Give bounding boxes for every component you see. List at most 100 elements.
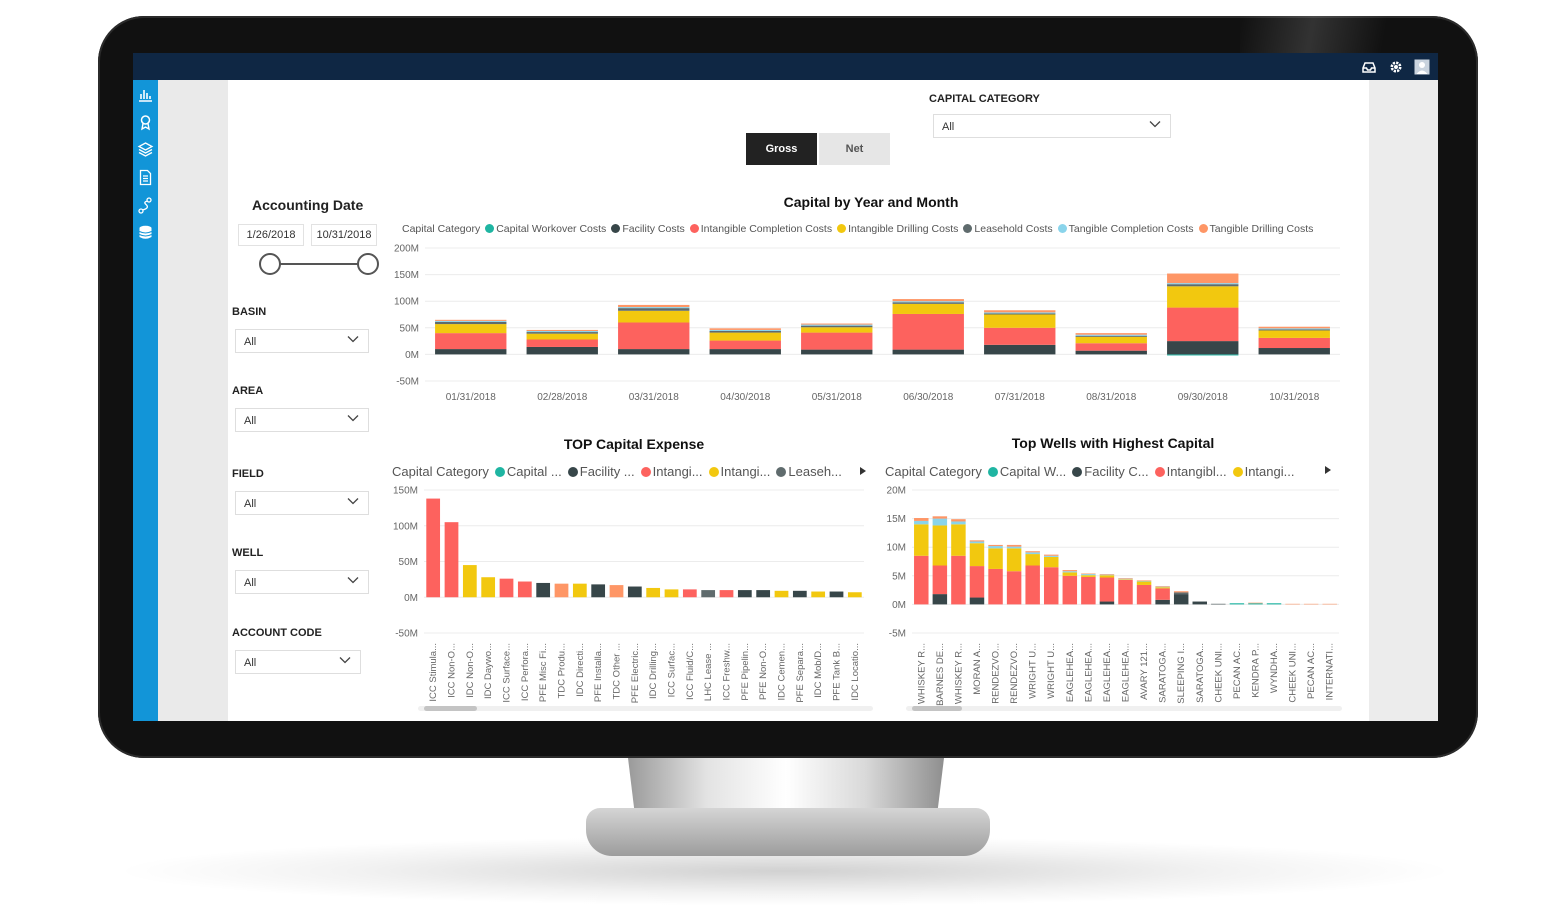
bar-segment-leasehold-costs[interactable]: [1167, 284, 1239, 287]
bar-segment-intangible-drilling-costs[interactable]: [1155, 587, 1170, 589]
bar-segment-facility-costs[interactable]: [1099, 601, 1115, 605]
bar-segment-intangible-drilling-costs[interactable]: [1075, 336, 1147, 344]
bar-segment-intangible-completion-costs[interactable]: [1081, 576, 1096, 605]
expense-bar[interactable]: [646, 587, 661, 598]
bar-segment-intangible-completion-costs[interactable]: [1118, 579, 1133, 605]
bar-segment-intangible-drilling-costs[interactable]: [1167, 286, 1239, 308]
bar-segment-facility-costs[interactable]: [1155, 599, 1170, 605]
expense-bar[interactable]: [426, 498, 441, 598]
bar-segment-tangible-drilling-costs[interactable]: [1167, 273, 1239, 284]
bar-segment-capital-workover-costs[interactable]: [1248, 603, 1263, 605]
bar-segment-intangible-completion-costs[interactable]: [1258, 337, 1330, 349]
layers-icon[interactable]: [137, 141, 154, 158]
basin-dropdown[interactable]: All: [235, 329, 369, 353]
bar-segment-tangible-completion-costs[interactable]: [914, 520, 929, 525]
bar-segment-intangible-drilling-costs[interactable]: [1081, 575, 1096, 577]
expense-bar[interactable]: [829, 591, 844, 598]
legend-item-tangible-completion-costs[interactable]: Tangible Completion Costs: [1057, 223, 1194, 235]
bar-segment-facility-costs[interactable]: [1173, 594, 1189, 605]
bar-segment-tangible-completion-costs[interactable]: [1118, 578, 1133, 580]
bar-segment-facility-costs[interactable]: [984, 344, 1056, 355]
bar-segment-tangible-completion-costs[interactable]: [709, 329, 781, 331]
bar-segment-leasehold-costs[interactable]: [1258, 329, 1330, 331]
bar-segment-tangible-completion-costs[interactable]: [618, 307, 690, 309]
bar-segment-facility-costs[interactable]: [618, 349, 690, 355]
bar-segment-tangible-drilling-costs[interactable]: [892, 299, 964, 302]
bar-segment-tangible-completion-costs[interactable]: [1081, 574, 1096, 576]
expense-bar[interactable]: [444, 522, 459, 598]
bar-segment-leasehold-costs[interactable]: [618, 308, 690, 311]
bar-segment-tangible-drilling-costs[interactable]: [1173, 591, 1189, 593]
bar-segment-tangible-completion-costs[interactable]: [1258, 328, 1330, 330]
bar-segment-tangible-drilling-costs[interactable]: [1118, 578, 1133, 579]
bar-segment-tangible-completion-costs[interactable]: [969, 541, 985, 544]
expense-bar[interactable]: [737, 590, 752, 598]
bar-segment-leasehold-costs[interactable]: [801, 325, 873, 328]
bar-segment-intangible-completion-costs[interactable]: [969, 566, 985, 598]
bar-segment-tangible-drilling-costs[interactable]: [618, 304, 690, 308]
legend-item-capital-workover-costs[interactable]: Capital ...: [494, 464, 562, 479]
bar-segment-intangible-drilling-costs[interactable]: [1006, 548, 1022, 572]
bar-segment-leasehold-costs[interactable]: [984, 313, 1056, 315]
expense-bar[interactable]: [811, 591, 826, 598]
bar-segment-intangible-drilling-costs[interactable]: [526, 333, 598, 340]
bar-segment-intangible-completion-costs[interactable]: [914, 555, 929, 605]
bar-segment-leasehold-costs[interactable]: [1173, 592, 1189, 595]
bar-segment-intangible-drilling-costs[interactable]: [1062, 572, 1078, 576]
route-icon[interactable]: [137, 197, 154, 214]
legend-item-tangible-drilling-costs[interactable]: Tangible Drilling Costs: [1198, 223, 1313, 235]
chart2-legend-next-arrow[interactable]: [858, 466, 868, 476]
bar-segment-intangible-drilling-costs[interactable]: [1136, 581, 1152, 585]
end-date-input[interactable]: 10/31/2018: [311, 224, 377, 246]
bar-segment-tangible-completion-costs[interactable]: [1099, 574, 1115, 576]
field-dropdown[interactable]: All: [235, 491, 369, 515]
bar-segment-tangible-completion-costs[interactable]: [892, 301, 964, 303]
bar-segment-facility-costs[interactable]: [932, 594, 948, 605]
slider-start-handle[interactable]: [259, 253, 281, 275]
bar-segment-facility-costs[interactable]: [1167, 341, 1239, 355]
bar-segment-intangible-drilling-costs[interactable]: [892, 303, 964, 314]
bar-segment-intangible-drilling-costs[interactable]: [1118, 579, 1133, 580]
bar-segment-intangible-drilling-costs[interactable]: [1025, 554, 1040, 566]
legend-item-intangible-completion-costs[interactable]: Intangi...: [640, 464, 703, 479]
bar-segment-intangible-completion-costs[interactable]: [1043, 567, 1059, 605]
bar-segment-capital-workover-costs[interactable]: [1229, 603, 1245, 605]
legend-item-facility-costs[interactable]: Facility Costs: [611, 223, 685, 235]
expense-bar[interactable]: [847, 592, 862, 598]
bar-segment-intangible-drilling-costs[interactable]: [1258, 330, 1330, 338]
bar-segment-tangible-completion-costs[interactable]: [932, 518, 948, 526]
bar-segment-intangible-completion-costs[interactable]: [435, 333, 507, 350]
bar-segment-tangible-drilling-costs[interactable]: [1322, 603, 1337, 605]
bar-segment-intangible-completion-costs[interactable]: [1075, 343, 1147, 351]
bar-segment-tangible-completion-costs[interactable]: [1167, 283, 1239, 285]
bar-segment-facility-costs[interactable]: [1075, 350, 1147, 355]
bar-segment-tangible-drilling-costs[interactable]: [1006, 544, 1022, 547]
account-code-dropdown[interactable]: All: [235, 650, 361, 674]
bar-segment-tangible-drilling-costs[interactable]: [1248, 602, 1263, 604]
bar-segment-tangible-drilling-costs[interactable]: [1303, 603, 1319, 605]
bar-chart-icon[interactable]: [137, 86, 154, 103]
legend-item-capital-workover-costs[interactable]: Capital W...: [987, 464, 1066, 479]
start-date-input[interactable]: 1/26/2018: [238, 224, 304, 246]
bar-segment-intangible-completion-costs[interactable]: [984, 327, 1056, 345]
bar-segment-tangible-drilling-costs[interactable]: [1043, 554, 1059, 556]
legend-item-intangible-drilling-costs[interactable]: Intangible Drilling Costs: [837, 223, 958, 235]
bar-segment-facility-costs[interactable]: [435, 349, 507, 355]
bar-segment-tangible-drilling-costs[interactable]: [1285, 603, 1300, 605]
gross-toggle-button[interactable]: Gross: [746, 133, 817, 165]
slider-end-handle[interactable]: [357, 253, 379, 275]
expense-bar[interactable]: [756, 590, 771, 598]
bar-segment-intangible-completion-costs[interactable]: [951, 555, 966, 605]
expense-bar[interactable]: [627, 586, 642, 598]
bar-segment-tangible-drilling-costs[interactable]: [1081, 573, 1096, 575]
bar-segment-tangible-completion-costs[interactable]: [526, 330, 598, 333]
bar-segment-tangible-drilling-costs[interactable]: [1258, 326, 1330, 329]
expense-bar[interactable]: [536, 582, 551, 598]
expense-bar[interactable]: [792, 590, 807, 598]
bar-segment-intangible-completion-costs[interactable]: [1062, 575, 1078, 605]
bar-segment-tangible-completion-costs[interactable]: [951, 521, 966, 525]
expense-bar[interactable]: [701, 590, 716, 598]
horizontal-scrollbar-track[interactable]: [906, 706, 1342, 711]
expense-bar[interactable]: [554, 583, 569, 598]
bar-segment-intangible-drilling-costs[interactable]: [914, 524, 929, 556]
